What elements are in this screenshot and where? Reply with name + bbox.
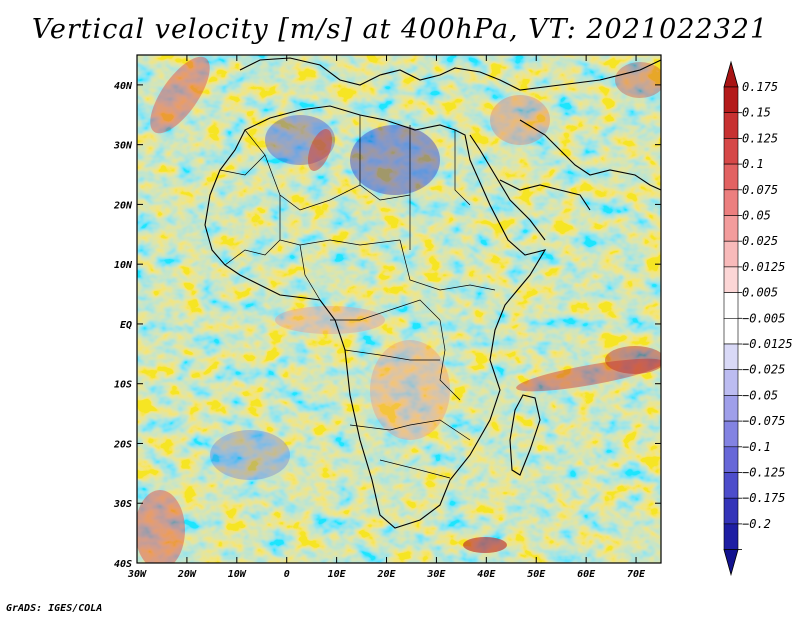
map-frame bbox=[136, 54, 662, 564]
lat-tick-label: 40N bbox=[114, 81, 133, 92]
velocity-field bbox=[137, 55, 661, 563]
colorbar-label: 0.1 bbox=[742, 157, 764, 171]
lat-tick-label: 20N bbox=[113, 200, 133, 211]
colorbar-swatch bbox=[723, 523, 739, 550]
colorbar-swatch bbox=[723, 446, 739, 473]
lon-tick-label: 30E bbox=[426, 569, 446, 580]
lon-tick-label: 20W bbox=[177, 569, 197, 580]
colorbar-label: −0.005 bbox=[742, 311, 785, 325]
colorbar-label: −0.075 bbox=[742, 414, 785, 428]
lat-tick-label: 40S bbox=[114, 559, 132, 570]
lat-tick-label: EQ bbox=[120, 320, 132, 331]
lon-tick-label: 70E bbox=[627, 569, 646, 580]
lon-tick-label: 10W bbox=[228, 569, 247, 580]
colorbar-swatch bbox=[723, 163, 739, 191]
colorbar-label: 0.075 bbox=[742, 183, 778, 197]
lon-tick-label: 0 bbox=[284, 569, 290, 580]
country-borders bbox=[219, 115, 496, 479]
colorbar-swatch bbox=[723, 215, 739, 242]
colorbar-swatch bbox=[723, 138, 739, 165]
lon-tick-label: 30W bbox=[127, 569, 147, 580]
colorbar-label: 0.175 bbox=[742, 80, 778, 94]
lat-tick-label: 20S bbox=[113, 439, 132, 450]
map-plot-area bbox=[136, 54, 662, 564]
lat-tick-label: 30N bbox=[113, 141, 133, 152]
colorbar-swatch bbox=[723, 420, 739, 448]
colorbar-label: −0.0125 bbox=[742, 337, 793, 351]
colorbar-label: −0.175 bbox=[742, 491, 785, 505]
lon-tick-label: 60E bbox=[577, 569, 596, 580]
colorbar-swatch bbox=[723, 369, 739, 396]
coastlines bbox=[204, 57, 661, 529]
chart-title: Vertical velocity [m/s] at 400hPa, VT: 2… bbox=[31, 14, 769, 45]
colorbar-label: −0.05 bbox=[742, 388, 778, 402]
colorbar-swatch bbox=[723, 292, 739, 319]
colorbar-over-arrow bbox=[723, 60, 739, 88]
colorbar: 0.175 0.15 0.125 0.1 0.075 0.05 0.025 0.0125 0.0… bbox=[723, 60, 793, 577]
lon-tick-label: 50E bbox=[527, 569, 546, 580]
colorbar-swatch bbox=[723, 317, 739, 345]
colorbar-label: 0.05 bbox=[742, 209, 771, 223]
colorbar-swatch bbox=[723, 395, 739, 422]
colorbar-label: −0.2 bbox=[742, 517, 771, 531]
colorbar-swatch bbox=[723, 266, 739, 293]
colorbar-label: 0.125 bbox=[742, 131, 778, 145]
lat-tick-label: 30S bbox=[113, 499, 132, 510]
colorbar-label: −0.025 bbox=[742, 363, 785, 377]
colorbar-swatch bbox=[723, 472, 739, 499]
colorbar-under-arrow bbox=[723, 549, 739, 577]
grads-credit: GrADS: IGES/COLA bbox=[6, 603, 103, 614]
colorbar-label: −0.125 bbox=[742, 466, 785, 480]
colorbar-swatch bbox=[723, 86, 739, 114]
lon-tick-label: 10E bbox=[328, 569, 347, 580]
colorbar-swatch bbox=[723, 497, 739, 525]
colorbar-label: −0.1 bbox=[742, 440, 771, 454]
lat-tick-label: 10N bbox=[114, 260, 133, 271]
colorbar-swatch bbox=[723, 343, 739, 371]
colorbar-label: 0.005 bbox=[742, 286, 778, 300]
colorbar-label: 0.025 bbox=[742, 234, 778, 248]
colorbar-label: 0.0125 bbox=[742, 260, 785, 274]
colorbar-label: 0.15 bbox=[742, 106, 771, 120]
lat-tick-label: 10S bbox=[114, 380, 132, 391]
colorbar-swatch bbox=[723, 240, 739, 268]
latitude-axis: 40N 30N 20N 10N EQ 10S 20S 30S 40S bbox=[113, 81, 661, 570]
lon-tick-label: 20E bbox=[376, 569, 396, 580]
lon-tick-label: 40E bbox=[477, 569, 496, 580]
longitude-axis: 30W 20W 10W 0 10E 20E 30E 40E 50E 60E 70E bbox=[127, 55, 646, 580]
colorbar-swatch bbox=[723, 189, 739, 216]
colorbar-swatch bbox=[723, 112, 739, 139]
